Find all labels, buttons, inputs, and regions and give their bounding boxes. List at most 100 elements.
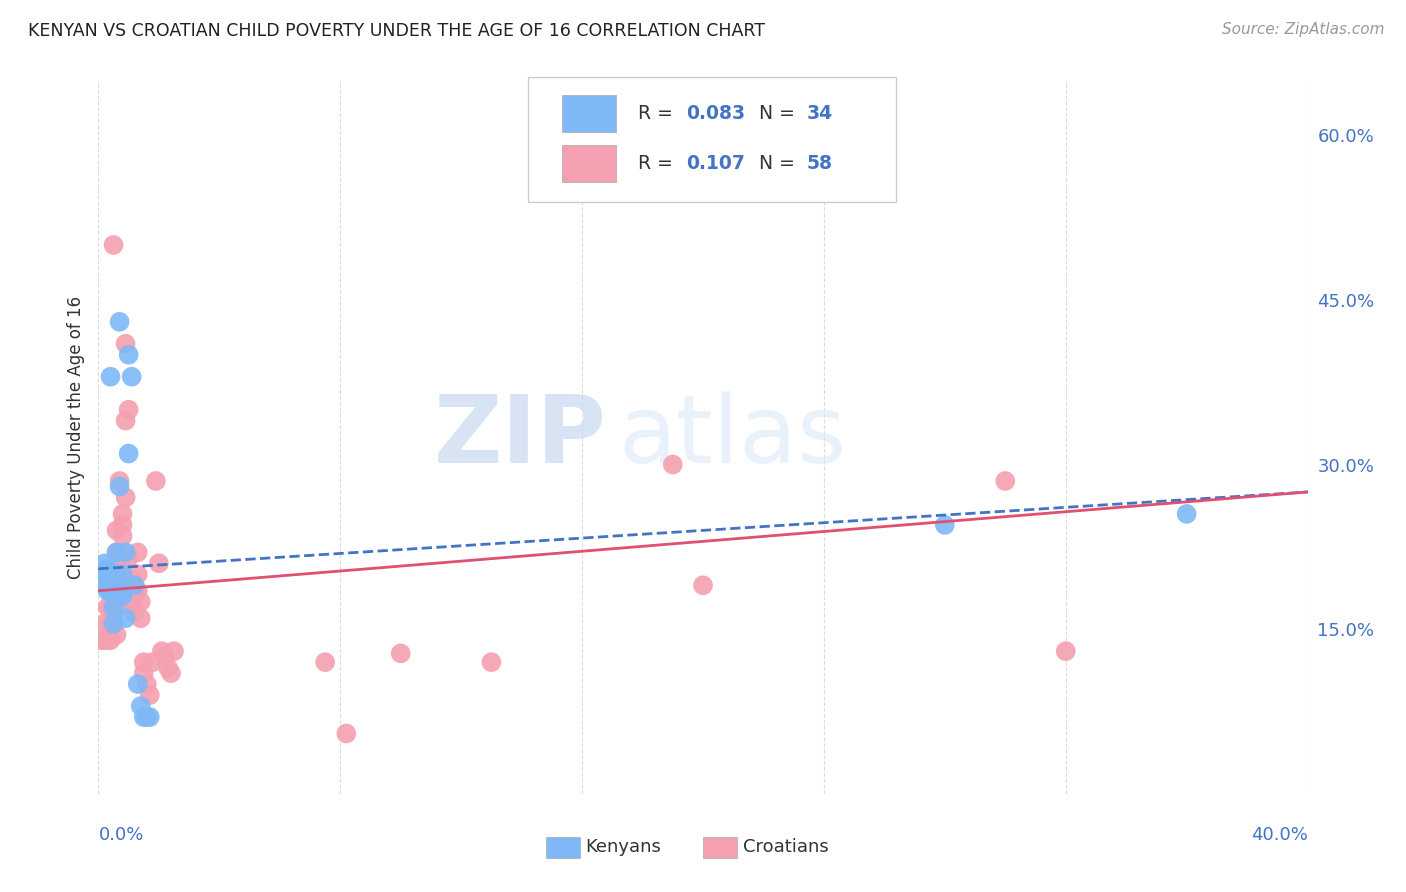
Point	[108, 474, 131, 488]
Point	[335, 726, 357, 740]
Point	[96, 633, 118, 648]
Point	[129, 699, 152, 714]
Point	[93, 633, 115, 648]
Point	[100, 567, 122, 582]
Point	[100, 369, 122, 384]
Point	[108, 583, 131, 598]
Point	[124, 578, 146, 592]
Point	[114, 491, 136, 505]
Point	[111, 507, 134, 521]
Text: R =: R =	[638, 104, 679, 123]
Text: Croatians: Croatians	[742, 838, 828, 856]
FancyBboxPatch shape	[561, 95, 616, 132]
Point	[103, 600, 125, 615]
Point	[105, 578, 128, 592]
Point	[96, 600, 118, 615]
Point	[132, 666, 155, 681]
Text: N =: N =	[759, 154, 800, 173]
Point	[129, 611, 152, 625]
Point	[139, 688, 162, 702]
Point	[124, 606, 146, 620]
Point	[127, 583, 149, 598]
Point	[111, 567, 134, 582]
Point	[105, 545, 128, 559]
Point	[124, 583, 146, 598]
Point	[103, 606, 125, 620]
Point	[114, 336, 136, 351]
Text: ZIP: ZIP	[433, 391, 606, 483]
Point	[135, 710, 157, 724]
Text: 34: 34	[807, 104, 834, 123]
Text: 40.0%: 40.0%	[1251, 826, 1308, 844]
Point	[118, 348, 141, 362]
Point	[114, 545, 136, 559]
Point	[389, 646, 412, 660]
FancyBboxPatch shape	[561, 145, 616, 182]
Point	[108, 550, 131, 565]
Point	[103, 583, 125, 598]
Text: R =: R =	[638, 154, 679, 173]
Text: 0.0%: 0.0%	[98, 826, 143, 844]
Point	[105, 567, 128, 582]
Point	[129, 595, 152, 609]
Point	[103, 578, 125, 592]
Point	[1054, 644, 1077, 658]
Point	[118, 550, 141, 565]
Point	[934, 517, 956, 532]
Point	[90, 573, 112, 587]
Point	[114, 414, 136, 428]
Point	[108, 479, 131, 493]
Point	[121, 573, 143, 587]
Point	[145, 474, 167, 488]
Point	[103, 238, 125, 252]
Text: 0.107: 0.107	[686, 154, 745, 173]
Point	[96, 583, 118, 598]
Point	[156, 660, 179, 674]
Point	[127, 545, 149, 559]
Point	[121, 369, 143, 384]
Point	[100, 600, 122, 615]
Point	[118, 402, 141, 417]
Point	[93, 557, 115, 571]
Point	[108, 567, 131, 582]
Point	[93, 616, 115, 631]
Point	[314, 655, 336, 669]
Point	[132, 655, 155, 669]
FancyBboxPatch shape	[703, 837, 737, 858]
Point	[150, 644, 173, 658]
Text: Kenyans: Kenyans	[586, 838, 662, 856]
Point	[108, 578, 131, 592]
Point	[108, 545, 131, 559]
Point	[111, 583, 134, 598]
Point	[105, 524, 128, 538]
Point	[103, 616, 125, 631]
Point	[163, 644, 186, 658]
Point	[121, 595, 143, 609]
Point	[108, 315, 131, 329]
Text: Source: ZipAtlas.com: Source: ZipAtlas.com	[1222, 22, 1385, 37]
Point	[90, 633, 112, 648]
FancyBboxPatch shape	[546, 837, 579, 858]
FancyBboxPatch shape	[527, 77, 897, 202]
Point	[148, 557, 170, 571]
Point	[100, 583, 122, 598]
Point	[1175, 507, 1198, 521]
Point	[96, 562, 118, 576]
Text: 0.083: 0.083	[686, 104, 745, 123]
Point	[93, 578, 115, 592]
Point	[692, 578, 714, 592]
Point	[105, 600, 128, 615]
Point	[111, 589, 134, 603]
Y-axis label: Child Poverty Under the Age of 16: Child Poverty Under the Age of 16	[66, 295, 84, 579]
Point	[139, 710, 162, 724]
Point	[135, 677, 157, 691]
Point	[105, 545, 128, 559]
Point	[481, 655, 503, 669]
Point	[111, 517, 134, 532]
Text: N =: N =	[759, 104, 800, 123]
Point	[100, 633, 122, 648]
Point	[100, 616, 122, 631]
Point	[118, 446, 141, 460]
Text: 58: 58	[807, 154, 832, 173]
Point	[127, 567, 149, 582]
